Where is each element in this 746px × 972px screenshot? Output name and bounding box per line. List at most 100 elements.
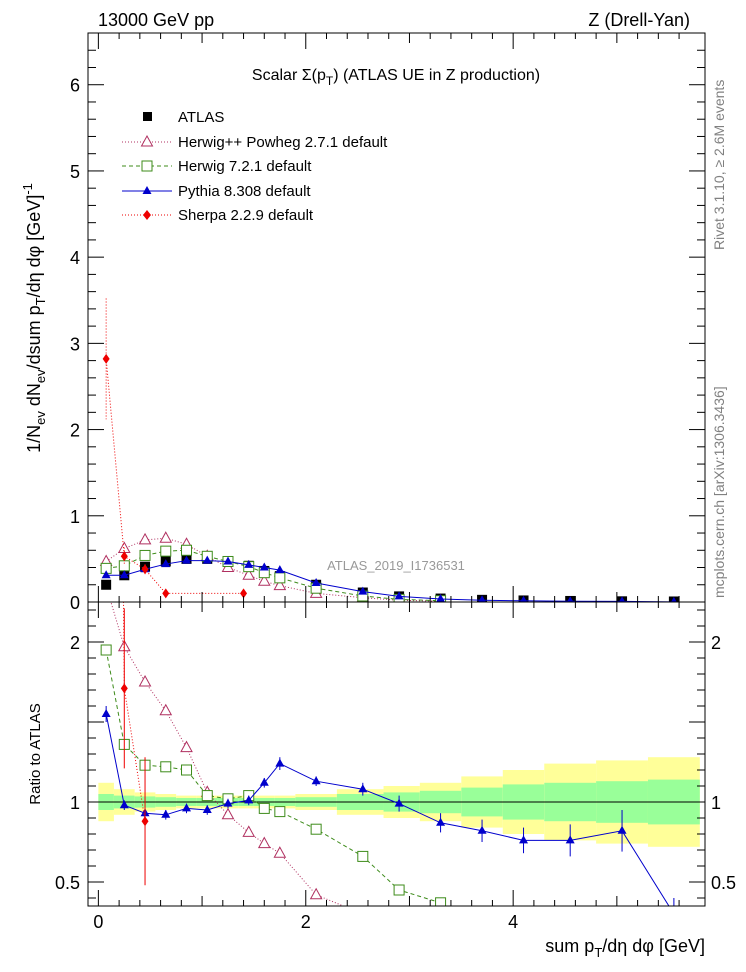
top-point-atlas — [101, 579, 112, 590]
ratio-point-herwigpp — [138, 674, 152, 687]
ratio-point-herwigpp — [273, 846, 287, 858]
ratio-point-herwig7 — [310, 823, 322, 835]
top-point-pythia — [394, 591, 404, 600]
legend-item-atlas: ATLAS — [143, 109, 224, 126]
ratio-point-pythia — [436, 817, 446, 826]
top-point-pythia — [670, 596, 677, 602]
legend-marker-atlas — [143, 112, 152, 121]
top-point-pythia — [259, 562, 269, 571]
ratio-point-pythia — [617, 825, 627, 834]
top-point-herwigpp — [159, 531, 173, 543]
ratio-point-herwigpp — [309, 887, 323, 900]
top-ytick-label: 4 — [70, 248, 80, 268]
top-point-herwig7 — [181, 544, 193, 556]
top-point-sherpa — [162, 588, 170, 599]
top-point-sherpa — [240, 588, 248, 599]
legend: ATLAS Herwig++ Powheg 2.7.1 default Herw… — [122, 109, 388, 224]
ratio-point-herwig7 — [201, 790, 213, 802]
header-right-label: Z (Drell-Yan) — [588, 10, 690, 30]
ratio-y-axis-label: Ratio to ATLAS — [27, 703, 44, 804]
ratio-point-herwigpp — [242, 825, 256, 837]
top-series-sherpa — [102, 298, 248, 599]
top-point-sherpa — [120, 551, 128, 562]
ratio-panel: 0.5 0.5 1 1 2 2 0 2 4 — [55, 601, 736, 932]
top-point-pythia — [618, 596, 626, 602]
ratio-point-pythia — [259, 777, 269, 786]
top-point-pythia — [119, 570, 129, 579]
legend-marker-pythia — [142, 186, 152, 194]
ratio-series-sherpa — [120, 602, 149, 886]
top-point-herwigpp — [138, 532, 152, 545]
top-point-pythia — [275, 565, 285, 574]
ratio-point-herwigpp — [159, 703, 173, 716]
ratio-point-pythia — [358, 784, 368, 793]
ratio-point-pythia — [394, 798, 404, 807]
top-point-pythia — [182, 555, 192, 564]
ratio-point-pythia — [477, 825, 487, 834]
ratio-ytick-label-right: 1 — [711, 793, 721, 813]
top-ytick-label: 0 — [70, 593, 80, 613]
ratio-point-herwig7 — [274, 806, 286, 818]
top-point-pythia — [436, 593, 446, 602]
top-point-sherpa — [141, 564, 149, 575]
ratio-point-herwig7 — [100, 644, 112, 656]
top-ytick-label: 2 — [70, 421, 80, 441]
ratio-point-herwigpp — [257, 836, 271, 849]
ratio-point-herwig7 — [258, 802, 270, 814]
top-point-herwig7 — [274, 572, 286, 584]
ratio-point-pythia — [565, 835, 575, 844]
top-series — [99, 298, 679, 602]
ratio-point-sherpa — [120, 683, 128, 694]
legend-item-sherpa: Sherpa 2.2.9 default — [122, 207, 314, 224]
top-point-pythia — [202, 555, 212, 564]
ratio-point-pythia — [275, 758, 285, 767]
ratio-ytick-label: 0.5 — [55, 873, 80, 893]
top-point-sherpa — [102, 353, 110, 364]
top-y-axis-label: 1/Nev dNev/dsum pT/dη dφ [GeV]-1 — [20, 183, 48, 453]
legend-item-herwigpp: Herwig++ Powheg 2.7.1 default — [122, 134, 388, 151]
ratio-point-herwig7 — [181, 764, 193, 776]
ratio-point-herwig7 — [435, 897, 447, 906]
top-point-pythia — [520, 595, 528, 602]
header-left-label: 13000 GeV pp — [98, 10, 214, 30]
top-ytick-label: 6 — [70, 76, 80, 96]
ratio-point-pythia — [101, 709, 111, 717]
legend-item-pythia: Pythia 8.308 default — [122, 183, 311, 200]
ratio-point-sherpa — [141, 816, 149, 827]
ratio-point-pythia — [202, 805, 212, 813]
ratio-point-herwig7 — [357, 850, 369, 862]
top-point-herwig7 — [139, 549, 151, 561]
ratio-ytick-label-right: 0.5 — [711, 873, 736, 893]
side-label-rivet: Rivet 3.1.10, ≥ 2.6M events — [711, 80, 727, 250]
legend-marker-herwig7 — [141, 160, 153, 172]
legend-label-pythia: Pythia 8.308 default — [178, 183, 311, 200]
ratio-point-herwigpp — [221, 807, 235, 820]
ratio-point-pythia — [519, 835, 529, 844]
legend-marker-sherpa — [143, 210, 151, 220]
legend-item-herwig7: Herwig 7.2.1 default — [122, 158, 312, 175]
ratio-point-pythia — [161, 809, 171, 818]
top-ytick-label: 5 — [70, 162, 80, 182]
top-point-pythia — [358, 586, 368, 595]
legend-label-herwigpp: Herwig++ Powheg 2.7.1 default — [178, 134, 388, 151]
xtick-label: 4 — [508, 912, 518, 932]
top-point-pythia — [478, 595, 486, 602]
top-point-herwigpp — [257, 574, 271, 586]
ratio-point-herwig7 — [160, 761, 172, 773]
chart-title: Scalar Σ(pT) (ATLAS UE in Z production) — [252, 67, 540, 88]
top-series-pythia — [101, 555, 677, 602]
top-point-pythia — [244, 559, 254, 568]
top-point-herwig7 — [160, 545, 172, 557]
ratio-point-pythia — [244, 795, 254, 804]
ratio-point-pythia — [311, 776, 321, 785]
ratio-point-pythia — [223, 798, 233, 807]
analysis-label: ATLAS_2019_I1736531 — [327, 558, 465, 573]
top-ytick-label: 3 — [70, 334, 80, 354]
top-point-pythia — [566, 596, 574, 602]
ratio-ytick-label: 1 — [70, 793, 80, 813]
legend-label-herwig7: Herwig 7.2.1 default — [178, 158, 312, 175]
ratio-point-pythia — [182, 803, 192, 812]
top-point-pythia — [101, 570, 111, 579]
